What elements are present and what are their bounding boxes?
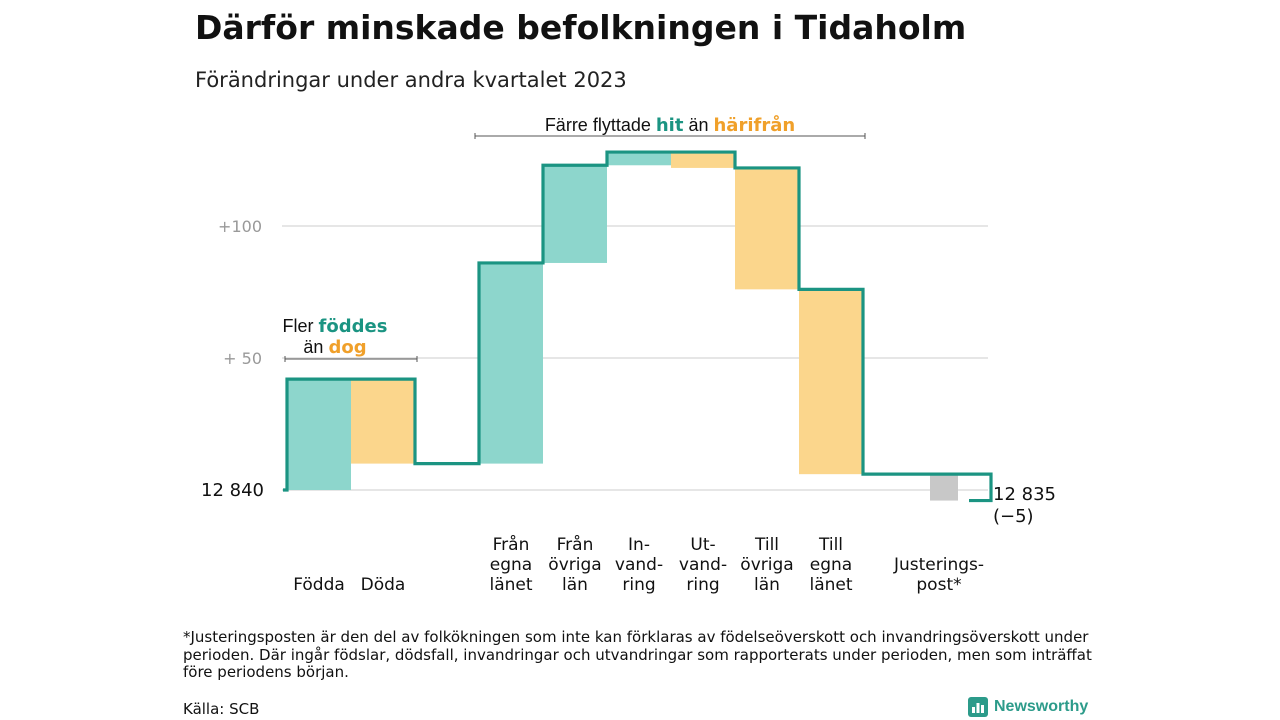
waterfall-bar: [799, 289, 863, 475]
x-category-label: post*: [916, 575, 961, 595]
x-category-label: egna: [490, 555, 532, 575]
waterfall-bar: [607, 152, 671, 166]
cumulative-step-line: [283, 150, 993, 503]
start-value-label: 12 840: [201, 480, 264, 501]
x-category-label: Ut-: [690, 535, 715, 555]
annotation-text: än: [303, 337, 328, 357]
waterfall-bar: [735, 167, 799, 290]
waterfall-bar: [671, 152, 735, 168]
y-tick-label: +100: [218, 217, 262, 236]
x-category-label: Döda: [361, 575, 406, 595]
x-category-label: övriga: [740, 555, 793, 575]
annotation-highlight: föddes: [319, 316, 388, 337]
births-annotation-line1: Fler föddes: [283, 316, 388, 337]
annotation-text: Färre flyttade: [545, 115, 656, 135]
moves-annotation-bracket: [474, 133, 866, 139]
moves-annotation-line: Färre flyttade hit än härifrån: [545, 114, 795, 136]
x-category-label: länet: [809, 575, 852, 595]
annotation-highlight: dog: [328, 337, 366, 358]
waterfall-bar: [351, 379, 415, 464]
x-category-label: Födda: [293, 575, 345, 595]
x-category-label: ring: [686, 575, 719, 595]
x-category-label: ring: [622, 575, 655, 595]
x-category-label: Till: [818, 535, 843, 555]
x-category-label: Från: [493, 534, 530, 555]
footnote: *Justeringsposten är den del av folkökni…: [183, 628, 1092, 681]
x-category-label: egna: [810, 555, 852, 575]
end-value-label: 12 835: [993, 484, 1056, 505]
x-category-label: In-: [628, 535, 650, 555]
chart-title: Därför minskade befolkningen i Tidaholm: [195, 8, 967, 47]
y-tick-label: + 50: [223, 349, 262, 368]
x-category-label: länet: [489, 575, 532, 595]
x-category-label: Från: [557, 534, 594, 555]
waterfall-bar: [543, 165, 607, 263]
end-change-label: (−5): [993, 506, 1034, 527]
x-category-label: Justerings-: [893, 555, 984, 575]
births-annotation-bracket: [284, 356, 418, 362]
source-label: Källa: SCB: [183, 700, 260, 718]
annotation-text: än: [683, 115, 713, 135]
annotation-text: Fler: [283, 316, 319, 336]
x-category-label: län: [754, 575, 780, 595]
x-category-label: län: [562, 575, 588, 595]
waterfall-bar: [287, 379, 351, 490]
x-category-label: vand-: [615, 555, 663, 575]
x-category-label: Till: [754, 535, 779, 555]
births-annotation-line2: än dog: [303, 337, 366, 358]
waterfall-bar: [930, 474, 958, 501]
x-category-label: vand-: [679, 555, 727, 575]
brand-name: Newsworthy: [994, 698, 1089, 715]
chart-subtitle: Förändringar under andra kvartalet 2023: [195, 68, 627, 92]
waterfall-bar: [479, 262, 543, 464]
annotation-highlight: härifrån: [713, 114, 795, 136]
newsworthy-logo: Newsworthy: [968, 697, 1088, 717]
x-category-label: övriga: [548, 555, 601, 575]
newsworthy-logo-icon: [968, 697, 988, 717]
annotation-highlight: hit: [656, 115, 684, 136]
